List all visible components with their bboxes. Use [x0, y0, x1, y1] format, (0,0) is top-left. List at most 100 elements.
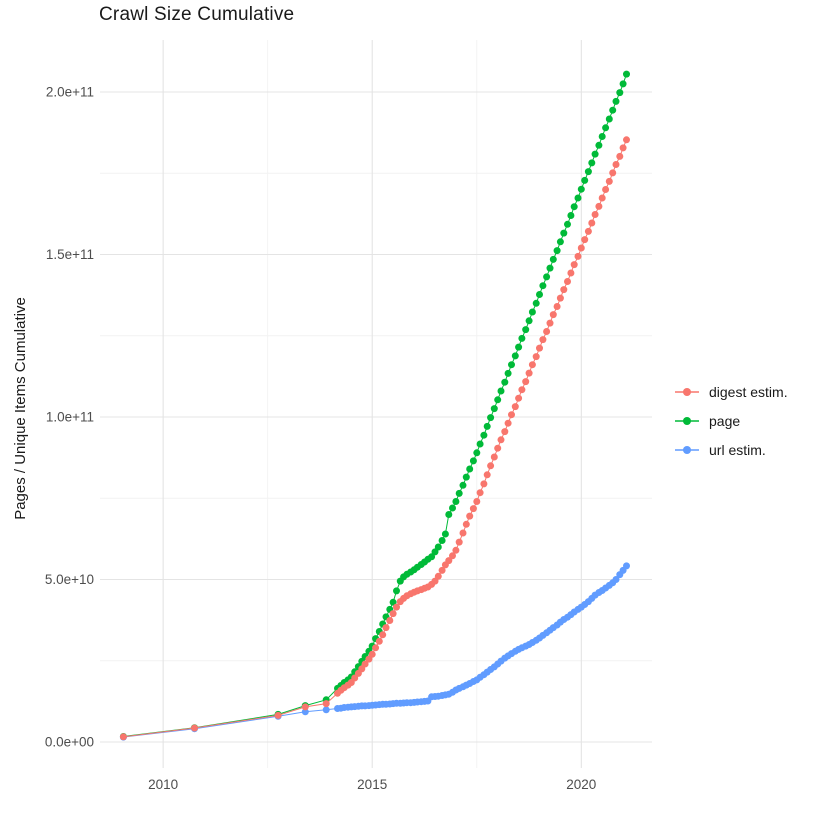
data-point-digest-estim [459, 529, 467, 537]
data-point-digest-estim [515, 394, 523, 402]
data-point-digest-estim [386, 617, 394, 624]
series-page [119, 70, 630, 740]
data-point-digest-estim [584, 227, 592, 235]
data-point-digest-estim [191, 724, 198, 732]
data-point-page [564, 220, 571, 228]
data-point-digest-estim [274, 711, 282, 719]
data-point-digest-estim [553, 303, 561, 310]
data-point-digest-estim [462, 520, 470, 528]
data-point-digest-estim [556, 294, 564, 302]
data-point-page [494, 396, 502, 404]
series-url-estim [119, 562, 630, 741]
legend-label-digest-estim: digest estim. [709, 384, 788, 400]
data-point-digest-estim [119, 733, 127, 741]
legend: digest estim. page url estim. [674, 381, 788, 468]
data-point-page [577, 185, 585, 193]
data-point-digest-estim [473, 498, 481, 505]
data-point-page [584, 168, 592, 176]
y-tick-label: 2.0e+11 [46, 85, 94, 100]
data-point-digest-estim [532, 353, 540, 361]
data-point-digest-estim [511, 403, 519, 411]
data-point-page [605, 115, 613, 123]
data-point-digest-estim [445, 557, 453, 565]
data-point-digest-estim [616, 152, 624, 160]
data-point-page [623, 70, 630, 78]
data-point-digest-estim [372, 644, 380, 652]
data-point-digest-estim [487, 462, 495, 470]
data-point-page [602, 124, 610, 132]
data-point-page [560, 229, 568, 237]
data-point-page [480, 431, 488, 439]
data-point-digest-estim [504, 419, 512, 427]
data-point-digest-estim [508, 411, 515, 419]
data-point-digest-estim [389, 610, 397, 618]
data-point-digest-estim [581, 236, 589, 244]
data-point-page [595, 141, 603, 149]
data-point-page [581, 176, 589, 184]
data-point-digest-estim [623, 136, 630, 144]
data-point-digest-estim [564, 278, 571, 285]
data-point-digest-estim [393, 603, 400, 611]
data-point-page [501, 378, 509, 386]
data-point-page [469, 457, 477, 465]
series-line-url-estim [123, 565, 627, 738]
data-point-digest-estim [598, 194, 606, 202]
data-point-page [609, 106, 617, 114]
data-point-digest-estim [301, 703, 309, 711]
data-point-page [591, 150, 599, 158]
data-point-digest-estim [528, 361, 536, 369]
data-point-digest-estim [449, 552, 456, 560]
data-point-digest-estim [497, 436, 505, 444]
data-point-digest-estim [574, 252, 582, 260]
data-point-digest-estim [539, 336, 547, 344]
data-point-digest-estim [543, 328, 551, 335]
y-tick-label: 0.0e+00 [45, 735, 94, 750]
data-point-page [546, 264, 554, 272]
data-point-page [522, 326, 530, 334]
data-point-page [536, 291, 543, 298]
x-tick-label: 2020 [566, 777, 596, 792]
data-point-page [553, 247, 561, 255]
data-point-digest-estim [525, 369, 533, 377]
data-point-page [574, 194, 582, 202]
data-point-page [588, 159, 596, 167]
legend-key-page-icon [675, 417, 699, 425]
x-tick-label: 2015 [357, 777, 387, 792]
data-point-page [466, 465, 474, 473]
data-point-digest-estim [549, 311, 557, 319]
data-point-digest-estim [591, 211, 599, 218]
legend-item-url-estim: url estim. [674, 439, 788, 461]
data-point-page [570, 203, 578, 211]
data-point-digest-estim [602, 186, 610, 193]
data-point-digest-estim [434, 572, 442, 580]
data-point-page [487, 414, 495, 422]
data-point-page [567, 212, 575, 219]
legend-item-digest-estim: digest estim. [674, 381, 788, 403]
data-point-page [393, 587, 400, 595]
data-point-digest-estim [605, 177, 613, 185]
data-point-digest-estim [452, 546, 460, 554]
data-point-digest-estim [466, 512, 474, 520]
data-point-page [497, 387, 505, 395]
data-point-url-estim [322, 706, 330, 714]
data-point-page [532, 299, 540, 307]
data-point-digest-estim [361, 660, 369, 668]
data-point-page [539, 282, 547, 290]
data-point-digest-estim [322, 700, 330, 708]
data-point-digest-estim [483, 471, 491, 479]
data-point-page [549, 255, 557, 263]
data-point-digest-estim [609, 169, 617, 177]
data-point-digest-estim [382, 624, 390, 632]
data-point-digest-estim [494, 444, 502, 452]
data-point-url-estim [623, 562, 630, 570]
data-point-digest-estim [536, 344, 543, 352]
data-point-page [515, 343, 523, 351]
data-point-digest-estim [570, 261, 578, 269]
data-point-page [528, 308, 536, 316]
data-point-digest-estim [368, 650, 376, 658]
data-point-digest-estim [518, 386, 526, 394]
data-point-url-estim [301, 708, 309, 716]
data-point-page [525, 317, 533, 325]
data-point-digest-estim [522, 378, 530, 386]
